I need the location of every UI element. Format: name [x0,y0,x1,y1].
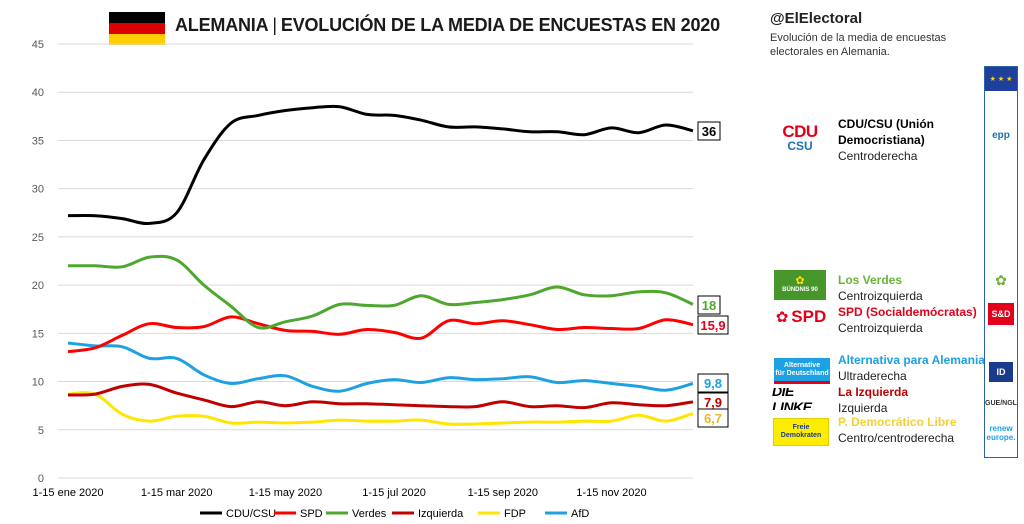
series-line-cducsu [67,104,694,226]
afd-logo-text: Alternative [783,361,821,369]
y-tick-label: 20 [32,280,44,292]
fdp-logo: Freie Demokraten [773,418,829,446]
party-name: CDU/CSU (Unión Democristiana) [838,117,934,147]
rose-icon: ✿ [775,309,789,326]
party-fdp: P. Democrático Libre Centro/centroderech… [838,414,957,446]
party-ideology: Centroderecha [838,149,918,163]
end-value-label: 6,7 [704,411,722,426]
party-name: P. Democrático Libre [838,415,957,429]
series-line-izquierda [67,382,694,410]
source-handle: @ElElectoral [770,10,863,27]
cdu-logo-text: CDU [782,121,818,141]
party-verdes: Los Verdes Centroizquierda [838,272,923,304]
fdp-logo-text: Freie [792,424,810,431]
series-line-afd [67,341,694,393]
party-ideology: Izquierda [838,401,888,415]
end-label-box [697,373,729,393]
party-name: La Izquierda [838,385,909,399]
flag-stripe-red [109,23,165,34]
end-value-label: 9,8 [704,376,722,391]
flag-stripe-black [109,12,165,23]
party-name: SPD (Socialdemócratas) [838,305,977,319]
end-label-box [697,408,729,428]
end-value-label: 7,9 [704,395,722,410]
end-value-label: 36 [702,124,716,139]
y-tick-label: 0 [38,473,44,485]
legend-label: CDU/CSU [226,508,276,520]
source-description: Evolución de la media de encuestas elect… [770,32,947,58]
germany-flag [109,12,165,45]
party-cdu-csu: CDU/CSU (Unión Democristiana) Centrodere… [838,116,978,164]
title-separator: | [272,15,277,35]
party-afd: Alternativa para Alemania Ultraderecha [838,352,985,384]
y-tick-label: 30 [32,184,44,196]
greens-logo-text: BÜNDNIS 90 [782,287,818,293]
afd-logo: Alternative für Deutschland [774,358,830,384]
linke-logo: DIE LINKE. [772,388,836,410]
y-tick-label: 25 [32,232,44,244]
x-tick-label: 1-15 may 2020 [249,487,322,499]
y-tick-label: 35 [32,135,44,147]
x-tick-label: 1-15 jul 2020 [362,487,426,499]
csu-logo-text: CSU [787,138,813,153]
party-ideology: Centroizquierda [838,289,923,303]
party-ideology: Centroizquierda [838,321,923,335]
eu-flag-icon: ★ ★ ★ [985,67,1017,91]
end-value-label: 18 [702,298,716,313]
party-ideology: Ultraderecha [838,369,907,383]
gue-ngl-group-logo: GUE/NGL [985,400,1017,407]
end-value-label: 15,9 [700,318,725,333]
x-tick-label: 1-15 mar 2020 [141,487,213,499]
x-tick-label: 1-15 nov 2020 [576,487,646,499]
series-line-spd [67,315,694,354]
linke-logo-text: DIE LINKE. [772,388,815,410]
afd-logo-subtext: für Deutschland [775,369,829,377]
cdu-csu-logo: CDU CSU [774,120,826,154]
title-country: ALEMANIA [175,15,269,35]
series-line-verdes [67,254,694,330]
y-tick-label: 45 [32,39,44,51]
id-group-logo: ID [989,362,1013,382]
legend-label: Verdes [352,508,387,520]
y-tick-label: 5 [38,425,44,437]
epp-group-logo: epp [992,130,1010,141]
end-label-box [697,121,721,141]
flag-stripe-gold [109,34,165,45]
y-tick-label: 40 [32,87,44,99]
legend-label: Izquierda [418,508,464,520]
series-line-fdp [67,391,694,426]
legend-label: FDP [504,508,526,520]
fdp-logo-subtext: Demokraten [780,432,822,439]
chart-title: ALEMANIA | EVOLUCIÓN DE LA MEDIA DE ENCUES… [175,15,720,36]
spd-logo-text: SPD [791,307,827,326]
party-spd: SPD (Socialdemócratas) Centroizquierda [838,304,977,336]
greens-efa-group-icon: ✿ [995,272,1007,288]
renew-group-logo: renew europe. [986,424,1016,442]
x-tick-label: 1-15 sep 2020 [468,487,538,499]
party-izquierda: La Izquierda Izquierda [838,384,908,416]
eu-groups-panel [984,66,1018,458]
end-label-box [697,295,721,315]
party-name: Los Verdes [838,273,903,287]
party-ideology: Centro/centroderecha [838,431,955,445]
sd-group-logo: S&D [988,303,1014,325]
line-chart: 0 5 10 15 20 25 30 35 40 45 1-15 ene 2020 1-15 mar … [32,39,729,520]
sunflower-icon: ✿ [795,275,805,287]
x-tick-label: 1-15 ene 2020 [33,487,104,499]
y-tick-label: 15 [32,328,44,340]
end-label-box [697,315,729,335]
party-name: Alternativa para Alemania [838,353,985,367]
legend-label: AfD [571,508,589,520]
legend-label: SPD [300,508,323,520]
y-tick-label: 10 [32,377,44,389]
spd-logo: ✿ SPD [774,306,828,328]
greens-logo: ✿ BÜNDNIS 90 [774,270,826,300]
title-text: EVOLUCIÓN DE LA MEDIA DE ENCUESTAS EN 20… [280,15,720,35]
